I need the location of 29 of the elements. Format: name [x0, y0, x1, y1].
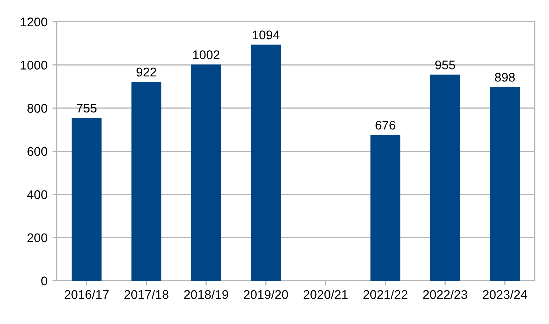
- x-tick-label: 2019/20: [244, 290, 288, 300]
- x-tick-label: 2018/19: [184, 290, 228, 300]
- data-label: 955: [436, 60, 456, 70]
- y-tick-label: 0: [42, 276, 48, 286]
- x-tick-label: 2023/24: [483, 290, 528, 300]
- x-tick-label: 2022/23: [423, 290, 468, 300]
- bar: [191, 64, 222, 281]
- data-label: 676: [376, 120, 396, 130]
- data-label: 898: [495, 73, 516, 82]
- x-tick-label: 2016/17: [64, 290, 109, 300]
- data-label: 755: [77, 104, 97, 113]
- bar: [430, 74, 460, 281]
- bar: [251, 44, 282, 281]
- x-tick-label: 2017/18: [124, 290, 169, 300]
- data-label: 922: [136, 68, 156, 77]
- bar: [490, 87, 520, 281]
- y-tick-label: 600: [28, 147, 48, 156]
- bar: [72, 118, 102, 281]
- x-tick-label: 2020/21: [304, 290, 348, 300]
- y-tick-label: 400: [27, 190, 48, 200]
- y-tick-label: 1000: [21, 60, 48, 70]
- y-tick-label: 800: [28, 104, 48, 113]
- data-label: 1002: [193, 50, 220, 60]
- y-tick-label: 1200: [21, 18, 48, 27]
- y-tick-label: 200: [28, 234, 48, 242]
- bar: [132, 82, 162, 281]
- x-tick-label: 2021/22: [364, 290, 408, 300]
- data-label: 1094: [253, 30, 280, 40]
- bar: [370, 135, 401, 281]
